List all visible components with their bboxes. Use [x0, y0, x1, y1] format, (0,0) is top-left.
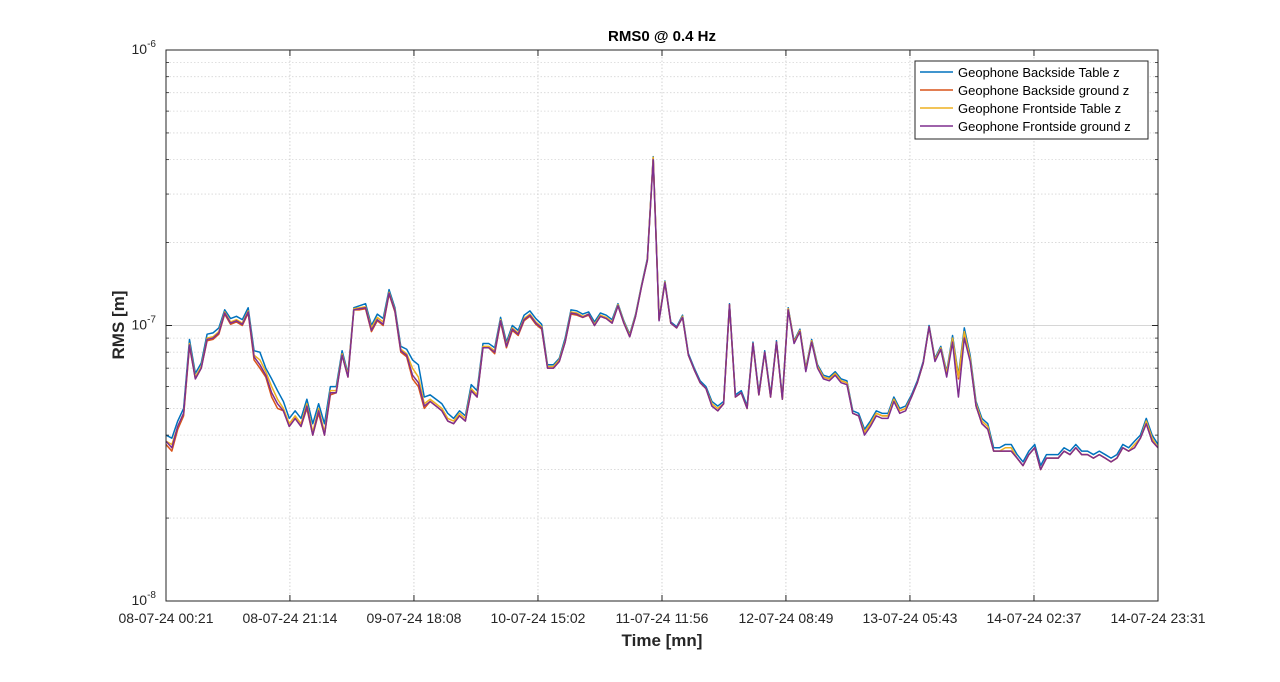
- x-tick-label: 14-07-24 02:37: [986, 610, 1081, 626]
- series-lines: [165, 155, 1159, 471]
- legend-entry-label: Geophone Frontside Table z: [958, 101, 1121, 116]
- x-tick-label: 09-07-24 18:08: [366, 610, 461, 626]
- x-tick-label: 14-07-24 23:31: [1111, 610, 1206, 626]
- x-tick-label: 08-07-24 00:21: [119, 610, 214, 626]
- x-tick-label: 12-07-24 08:49: [738, 610, 833, 626]
- y-tick-label: 10-6: [132, 39, 157, 57]
- x-tick-label: 13-07-24 05:43: [862, 610, 957, 626]
- x-tick-label: 11-07-24 11:56: [616, 610, 709, 626]
- x-axis-label: Time [mn]: [622, 631, 703, 650]
- y-axis-label: RMS [m]: [109, 291, 128, 360]
- chart-title: RMS0 @ 0.4 Hz: [608, 28, 716, 45]
- tick-labels: 10-8 10-7 10-6 08-07-24 00:21 08-07-24 21:14…: [119, 39, 1206, 626]
- legend-entry-label: Geophone Frontside ground z: [958, 119, 1131, 134]
- y-tick-label: 10-7: [132, 315, 157, 333]
- series-line-4: [165, 158, 1159, 471]
- x-tick-label: 08-07-24 21:14: [242, 610, 337, 626]
- legend: Geophone Backside Table z Geophone Backsi…: [914, 60, 1149, 140]
- legend-entry-label: Geophone Backside Table z: [958, 65, 1120, 80]
- tick-marks: [165, 49, 1159, 602]
- y-tick-label: 10-8: [132, 590, 157, 608]
- legend-box: [914, 60, 1149, 140]
- x-tick-label: 10-07-24 15:02: [490, 610, 585, 626]
- legend-entry-label: Geophone Backside ground z: [958, 83, 1129, 98]
